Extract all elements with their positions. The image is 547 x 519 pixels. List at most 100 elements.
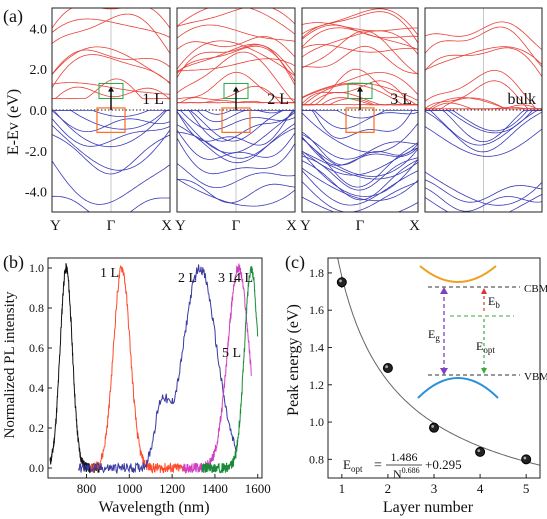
- valence-band: [302, 181, 418, 212]
- pl-series-4: [182, 263, 252, 475]
- x-tick-label: 1: [339, 481, 346, 496]
- pl-series-5: [201, 266, 259, 474]
- x-tick-label: 1600: [245, 481, 271, 496]
- series-label-3: 3 L: [218, 271, 237, 286]
- conduction-band: [302, 11, 418, 44]
- valence-band: [425, 187, 542, 212]
- valence-band: [425, 171, 542, 206]
- y-tick-label: 1.4: [309, 340, 324, 354]
- valence-band: [177, 178, 295, 207]
- valence-band: [52, 110, 170, 133]
- data-point-highlight: [431, 424, 435, 428]
- panel-c-ylabel: Peak energy (eV): [285, 304, 302, 416]
- conduction-band: [302, 72, 418, 99]
- panel-b-label: (b): [3, 252, 24, 273]
- subpanel-label: 1 L: [142, 91, 164, 108]
- formula-denominator-exp: 0.686: [402, 466, 420, 475]
- gap-arrow-head: [233, 86, 239, 92]
- gap-arrow-head: [108, 86, 114, 92]
- vbm-label: VBM: [524, 371, 547, 383]
- band-lines: [425, 8, 542, 212]
- eb-label: Eb: [488, 294, 500, 310]
- conduction-band: [52, 54, 170, 89]
- conduction-band: [302, 27, 418, 51]
- conduction-band: [177, 43, 295, 76]
- valence-band: [302, 155, 418, 191]
- data-point: [429, 422, 439, 433]
- valence-band: [425, 194, 542, 212]
- x-tick-label: 1000: [116, 481, 142, 496]
- conduction-band: [302, 30, 418, 58]
- valence-band: [425, 126, 542, 157]
- panel-a-ylabel: E-Ev (eV): [5, 89, 22, 155]
- valence-band: [177, 110, 295, 131]
- valence-band: [177, 110, 295, 142]
- x-tick-label: 3: [431, 481, 438, 496]
- conduction-band: [52, 13, 170, 54]
- c-frame: [327, 257, 541, 479]
- y-tick-label: 4.0: [30, 22, 48, 37]
- fit-formula: Eopt = 1.486 N0.686 +0.295: [343, 450, 462, 481]
- cbm-curve: [419, 265, 497, 283]
- conduction-band: [425, 46, 542, 71]
- valence-band: [302, 170, 418, 206]
- x-tick-label: Y: [175, 218, 186, 234]
- conduction-band: [177, 40, 295, 77]
- x-tick-label: 800: [77, 481, 97, 496]
- valence-band: [177, 123, 295, 164]
- valence-band: [52, 124, 170, 171]
- panel-b-ylabel: Normalized PL intensity: [2, 291, 18, 438]
- conduction-band: [177, 58, 295, 72]
- pl-series-1: [49, 263, 100, 474]
- valence-band: [177, 137, 295, 175]
- x-tick-label: 1400: [202, 481, 228, 496]
- x-tick-label: 2: [385, 481, 392, 496]
- pl-series-3: [77, 264, 237, 475]
- eb-arrow-head: [481, 288, 487, 294]
- cbm-label: CBM: [524, 283, 547, 295]
- conduction-band: [425, 70, 542, 110]
- conduction-band: [177, 8, 295, 35]
- x-tick-label: X: [409, 218, 420, 234]
- conduction-band: [425, 26, 542, 68]
- pl-curves: [49, 263, 259, 475]
- valence-band: [302, 167, 418, 202]
- conduction-band: [425, 80, 542, 110]
- formula-lhs: E: [343, 457, 351, 472]
- x-tick-label: X: [161, 218, 172, 234]
- svg-text:N0.686: N0.686: [393, 466, 420, 481]
- x-tick-label: Y: [50, 218, 61, 234]
- valence-band: [302, 137, 418, 177]
- conduction-band: [52, 46, 170, 83]
- eg-arrow-head-down: [440, 368, 448, 375]
- panel-a-y-axis: -4.0 -2.0 0.0 2.0 4.0: [25, 22, 47, 200]
- valence-band: [52, 160, 170, 205]
- valence-band: [52, 195, 170, 212]
- x-tick-label: Γ: [107, 218, 116, 234]
- data-point: [336, 277, 347, 288]
- conduction-band: [425, 97, 542, 110]
- panel-c-label: (c): [285, 252, 305, 273]
- valence-band: [425, 110, 542, 143]
- y-tick-label: -4.0: [25, 186, 47, 201]
- inset-diagram: CBM VBM Eg Eb Eopt: [417, 265, 547, 399]
- b-frame: [47, 257, 263, 479]
- y-tick-label: 0.8: [309, 452, 324, 466]
- band-subpanel: 2 L Y Γ X: [175, 7, 297, 234]
- y-tick-label: 1.2: [309, 378, 324, 392]
- subpanel-label: 3 L: [390, 91, 412, 108]
- svg-text:Eopt: Eopt: [343, 457, 363, 474]
- data-point-highlight: [523, 456, 527, 460]
- vbm-curve: [417, 377, 499, 399]
- conduction-band: [302, 44, 418, 53]
- band-subpanel: 1 L Y Γ X: [50, 7, 172, 234]
- band-lines: [302, 8, 418, 212]
- conduction-band: [177, 71, 295, 100]
- valence-band: [52, 110, 170, 148]
- y-tick-label: 2.0: [30, 63, 48, 78]
- conduction-band: [425, 47, 542, 77]
- formula-numerator: 1.486: [391, 450, 418, 464]
- valence-band: [177, 110, 295, 142]
- valence-band: [177, 110, 295, 123]
